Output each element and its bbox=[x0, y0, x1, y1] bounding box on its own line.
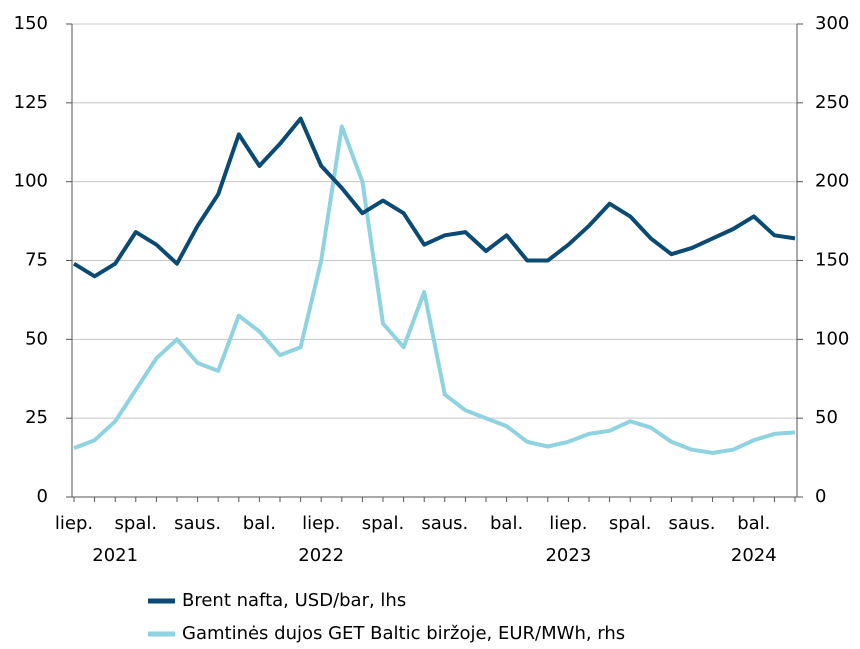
y-tick-label: 75 bbox=[25, 250, 48, 271]
x-tick-label: spal. bbox=[362, 513, 405, 534]
legend-label: Brent nafta, USD/bar, lhs bbox=[182, 590, 406, 611]
series-line bbox=[73, 124, 796, 455]
y-tick-label: 125 bbox=[14, 92, 48, 113]
x-tick-label: liep. bbox=[302, 513, 340, 534]
x-tick-label: saus. bbox=[421, 513, 468, 534]
y2-tick-label: 100 bbox=[815, 328, 849, 349]
x-tick-label: spal. bbox=[115, 513, 158, 534]
x-tick-label: bal. bbox=[490, 513, 523, 534]
x-year-label: 2023 bbox=[545, 545, 591, 566]
series-line bbox=[72, 116, 796, 279]
y-tick-label: 0 bbox=[37, 486, 48, 507]
y2-tick-label: 0 bbox=[815, 486, 826, 507]
y-tick-label: 150 bbox=[14, 13, 48, 34]
y2-tick-label: 250 bbox=[815, 92, 849, 113]
x-tick-label: liep. bbox=[549, 513, 587, 534]
x-year-label: 2022 bbox=[298, 545, 344, 566]
legend-label: Gamtinės dujos GET Baltic biržoje, EUR/M… bbox=[182, 623, 625, 644]
y-tick-label: 100 bbox=[14, 171, 48, 192]
y2-tick-label: 300 bbox=[815, 13, 849, 34]
y2-tick-label: 150 bbox=[815, 250, 849, 271]
x-tick-label: saus. bbox=[669, 513, 716, 534]
x-tick-label: bal. bbox=[737, 513, 770, 534]
y-tick-label: 25 bbox=[25, 407, 48, 428]
y2-tick-label: 50 bbox=[815, 407, 838, 428]
x-tick-label: spal. bbox=[609, 513, 652, 534]
x-year-label: 2021 bbox=[92, 545, 138, 566]
x-year-label: 2024 bbox=[731, 545, 777, 566]
x-tick-label: liep. bbox=[55, 513, 93, 534]
y-tick-label: 50 bbox=[25, 328, 48, 349]
y2-tick-label: 200 bbox=[815, 171, 849, 192]
x-tick-label: bal. bbox=[243, 513, 276, 534]
x-tick-label: saus. bbox=[174, 513, 221, 534]
